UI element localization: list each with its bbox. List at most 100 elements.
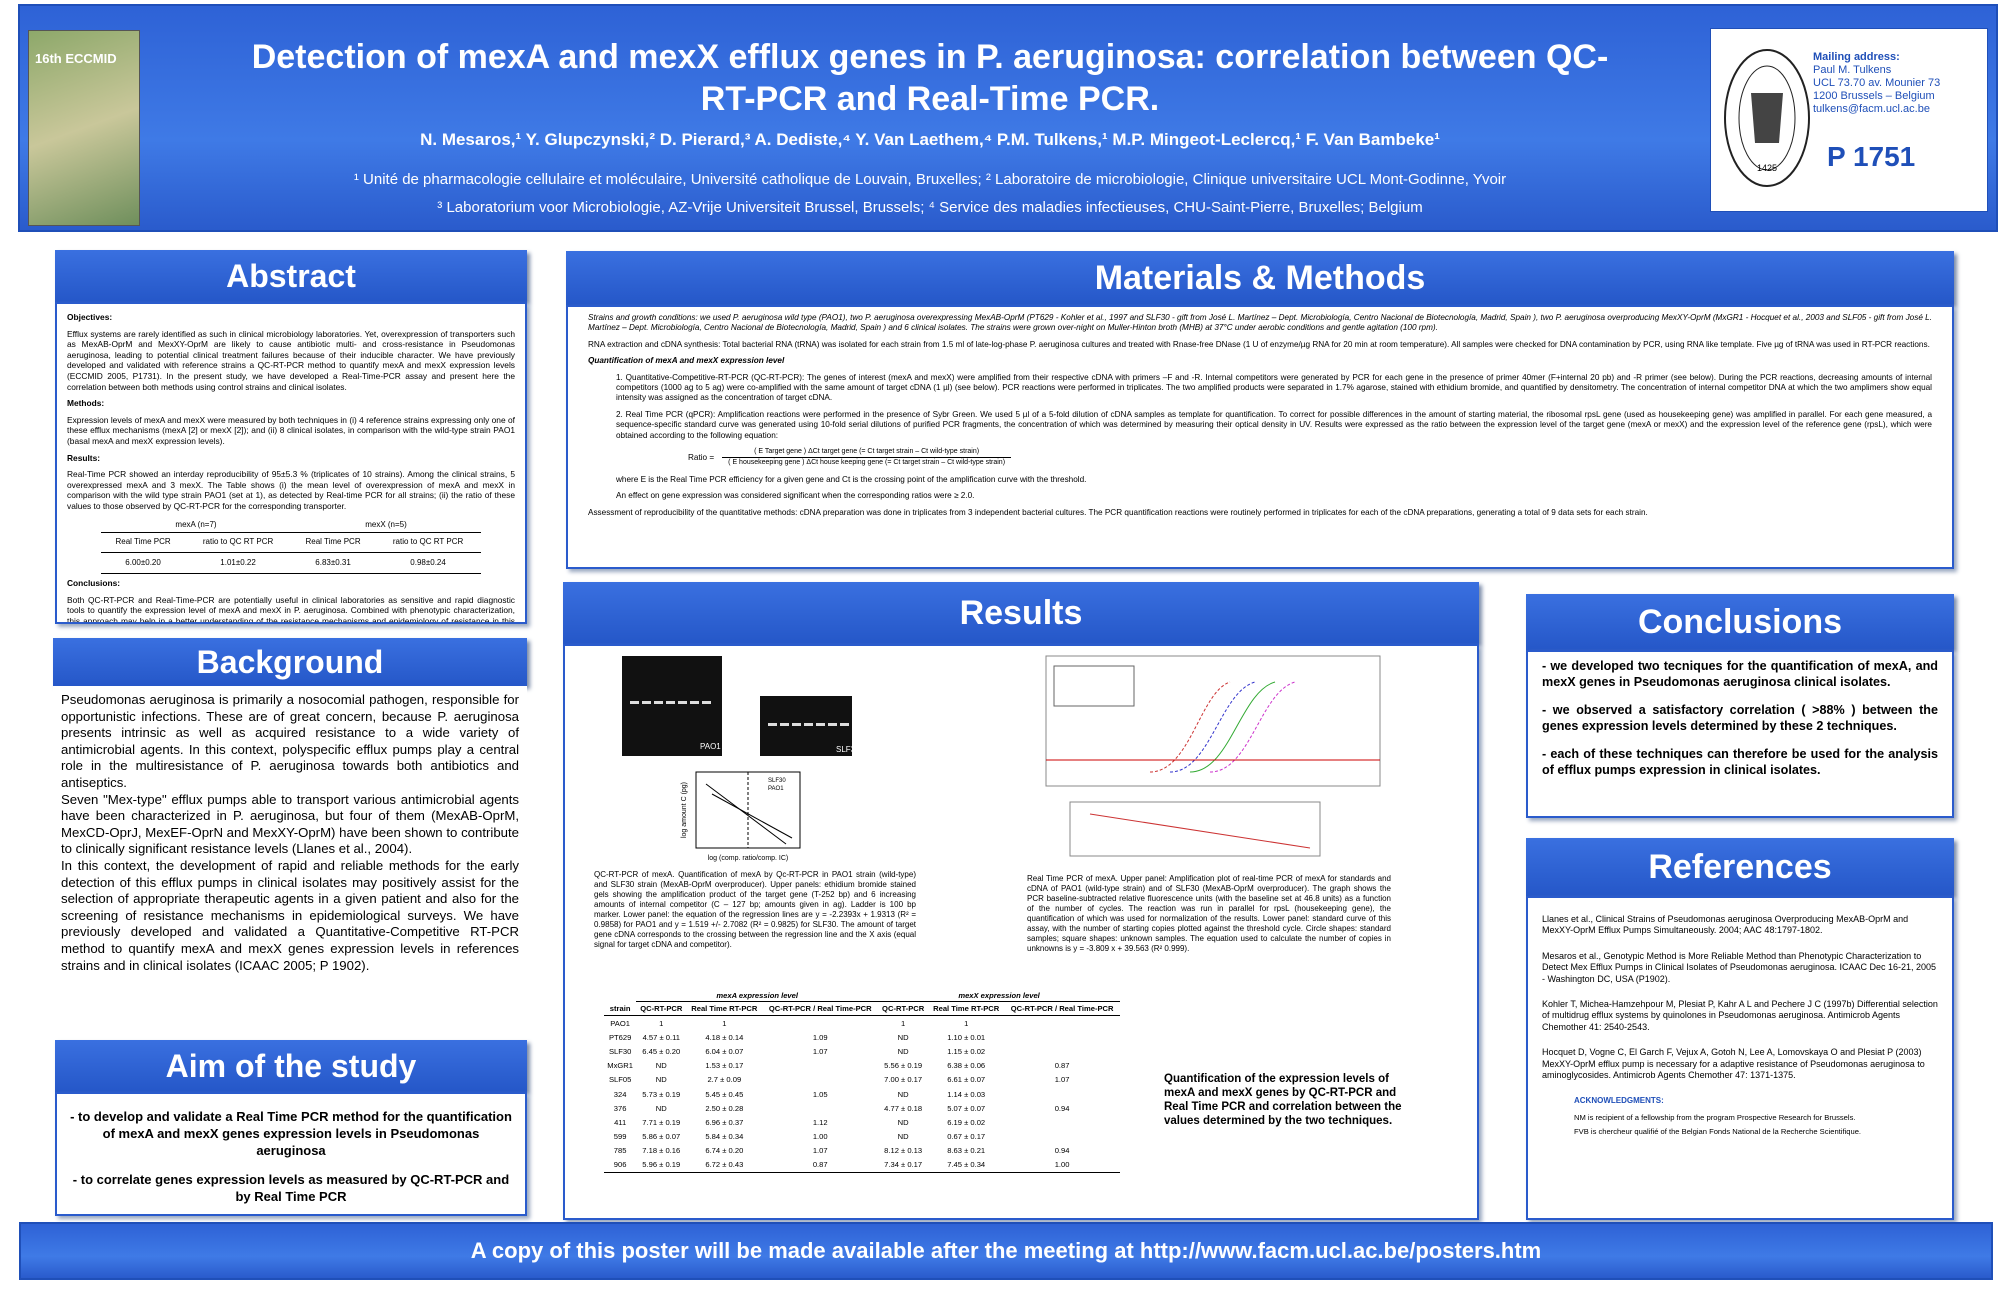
table-cell: 6.38 ± 0.06 [947, 1061, 986, 1071]
ack-line: NM is recipient of a fellowship from the… [1574, 1112, 1856, 1122]
reference-item: Llanes et al., Clinical Strains of Pseud… [1542, 914, 1909, 936]
table-cell: 6.83±0.31 [290, 552, 376, 575]
table-cell: 6.96 ± 0.37 [705, 1117, 744, 1127]
table-group: mexX expression level [878, 990, 1120, 1002]
gel-label: PAO1 [700, 742, 721, 751]
section-heading: Abstract [55, 250, 527, 302]
method-item: 2. Real Time PCR (qPCR): Amplification r… [616, 409, 1932, 440]
abstract-table: mexA (n=7) mexX (n=5) Real Time PCR ratio t… [101, 517, 481, 575]
section-heading: Conclusions [1526, 594, 1954, 650]
results-table: mexA expression level mexX expression lev… [604, 990, 1120, 1174]
affiliation-line: ³ Laboratorium voor Microbiologie, AZ-Vr… [437, 199, 1423, 216]
table-cell: 6.04 ± 0.07 [705, 1046, 744, 1056]
table-cell: 1.07 [1054, 1075, 1070, 1085]
table-row: strain QC-RT-PCR Real Time RT-PCR QC-RT-PCR… [604, 1001, 1120, 1016]
paragraph: RNA extraction and cDNA synthesis: Total… [588, 339, 1930, 349]
table-cell: 599 [613, 1132, 627, 1142]
gel-band [780, 723, 789, 726]
table-cell [762, 1101, 878, 1115]
table-cell: MxGR1 [607, 1061, 633, 1071]
ack-line: FVB is chercheur qualifié of the Belgian… [1574, 1126, 1862, 1136]
paragraph: Pseudomonas aeruginosa is primarily a no… [61, 692, 519, 790]
label: Objectives: [67, 312, 113, 322]
table-cell: 1.53 ± 0.17 [705, 1061, 744, 1071]
table-row: 376 ND 2.50 ± 0.28 4.77 ± 0.18 5.07 ± 0.07 0.… [604, 1101, 1120, 1115]
acknowledgments: NM is recipient of a fellowship from the… [1574, 1111, 1938, 1139]
section-heading: Aim of the study [55, 1040, 527, 1092]
table-header: QC-RT-PCR / Real Time-PCR [762, 1001, 879, 1016]
table-cell: SLF05 [608, 1075, 632, 1085]
table-cell: PAO1 [610, 1018, 630, 1028]
gel-band [840, 723, 849, 726]
table-header: QC-RT-PCR [636, 1001, 687, 1016]
legend-label: PAO1 [768, 786, 784, 792]
table-cell: 1.15 ± 0.02 [947, 1046, 986, 1056]
paragraph: Assessment of reproducibility of the qua… [588, 507, 1648, 517]
table-cell: 1.05 [812, 1089, 828, 1099]
university-seal: 1425 [1724, 49, 1810, 187]
table-cell: 0.87 [762, 1157, 879, 1174]
table-cell: 0.94 [1054, 1103, 1070, 1113]
table-cell: 1.00 [1004, 1157, 1120, 1174]
affiliation-line: ¹ Unité de pharmacologie cellulaire et m… [353, 171, 1507, 188]
table-header: strain [604, 1001, 637, 1016]
methods-panel: Strains and growth conditions: we used P… [566, 305, 1954, 569]
table-cell: 1.14 ± 0.03 [947, 1089, 986, 1099]
table-cell: ND [897, 1032, 909, 1042]
label: Methods: [67, 398, 105, 409]
legend-label: SLF30 [768, 778, 786, 784]
table-cell: 8.12 ± 0.13 [884, 1146, 923, 1156]
section-heading: Background [53, 638, 527, 686]
gel-band [630, 701, 639, 704]
gel-band [768, 723, 777, 726]
table-cell: ND [897, 1046, 909, 1056]
table-cell: 6.74 ± 0.20 [705, 1146, 744, 1156]
table-cell: 2.50 ± 0.28 [705, 1103, 744, 1113]
table-cell: 0.87 [1054, 1061, 1070, 1071]
table-row: PT629 4.57 ± 0.11 4.18 ± 0.14 1.09 ND 1.10 ± … [604, 1030, 1120, 1044]
table-header: Real Time PCR [101, 532, 186, 553]
table-cell: SLF30 [608, 1046, 632, 1056]
label: Results: [67, 452, 101, 463]
paragraph: Strains and growth conditions: we used P… [588, 313, 1932, 333]
table-cell: 5.73 ± 0.19 [642, 1089, 681, 1099]
table-cell: 1 [964, 1018, 969, 1028]
table-row: 6.00±0.20 1.01±0.22 6.83±0.31 0.98±0.24 [101, 552, 481, 575]
paragraph: In this context, the development of rapi… [61, 857, 519, 973]
gel-band [702, 701, 711, 704]
table-group: mexA expression level [636, 990, 879, 1002]
table-cell: 1.00 [812, 1132, 828, 1142]
table-row: 324 5.73 ± 0.19 5.45 ± 0.45 1.05 ND 1.14 ± 0.… [604, 1087, 1120, 1101]
section-heading: Results [563, 582, 1479, 644]
regression-plot: log amount C (pg) log (comp. ratio/comp.… [681, 771, 801, 862]
table-row: SLF30 6.45 ± 0.20 6.04 ± 0.07 1.07 ND 1.15 ± … [604, 1044, 1120, 1058]
table-cell: 5.45 ± 0.45 [705, 1089, 744, 1099]
reference-item: Kohler T, Michea-Hamzehpour M, Plesiat P… [1542, 999, 1938, 1032]
gel-band [690, 701, 699, 704]
logo-text: 16th ECCMID [35, 51, 117, 66]
table-cell: 0.94 [1054, 1146, 1070, 1156]
ack-heading: ACKNOWLEDGMENTS: [1574, 1096, 1664, 1106]
table-cell: 376 [613, 1103, 627, 1113]
aim-item: - to correlate genes expression levels a… [72, 1172, 510, 1204]
table-cell: 7.71 ± 0.19 [642, 1117, 681, 1127]
aim-item: - to develop and validate a Real Time PC… [70, 1109, 512, 1158]
label: Quantification of mexA and mexX expressi… [588, 356, 785, 366]
reference-item: Mesaros et al., Genotypic Method is More… [1542, 950, 1937, 984]
title: Detection of mexA and mexX efflux genes … [251, 38, 1609, 118]
aim-panel: - to develop and validate a Real Time PC… [55, 1092, 527, 1216]
gel-band [828, 723, 837, 726]
table-row: 906 5.96 ± 0.19 6.72 ± 0.43 0.87 7.34 ± 0.17… [604, 1157, 1120, 1174]
paragraph: Real-Time PCR showed an interday reprodu… [67, 469, 515, 511]
table-cell: 1.01±0.22 [185, 552, 291, 575]
contact-box: 1425 Mailing address: Paul M. Tulkens UCL… [1710, 28, 1988, 212]
table-cell: 1.07 [812, 1146, 828, 1156]
table-cell [1004, 1044, 1120, 1058]
mailing-line: tulkens@facm.ucl.ac.be [1813, 103, 1930, 115]
table-cell: 5.86 ± 0.07 [642, 1132, 681, 1142]
authors: N. Mesaros,¹ Y. Glupczynski,² D. Pierard… [420, 130, 1440, 149]
table-row: 599 5.86 ± 0.07 5.84 ± 0.34 1.00 ND 0.67 ± 0.… [604, 1130, 1120, 1144]
table-cell: 2.7 ± 0.09 [707, 1075, 742, 1085]
gel-band [654, 701, 663, 704]
paragraph: Both QC-RT-PCR and Real-Time-PCR are pot… [67, 594, 515, 624]
